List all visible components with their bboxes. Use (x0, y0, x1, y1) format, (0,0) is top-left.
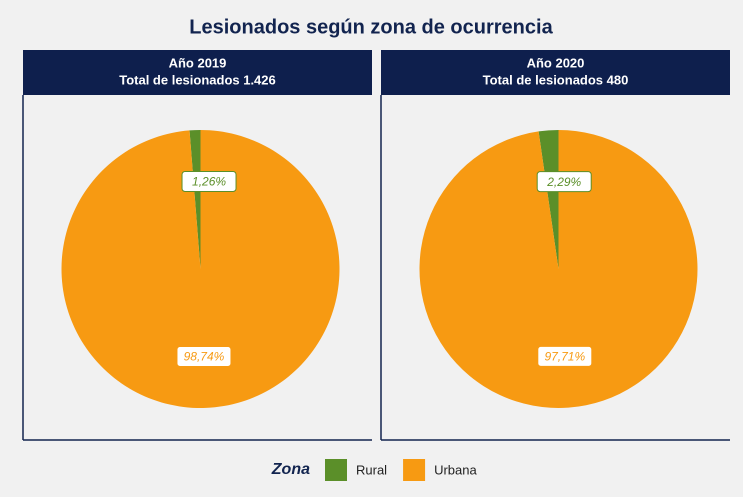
data-label: 2,29% (546, 175, 581, 189)
legend-label: Rural (356, 462, 387, 477)
pie-slice (189, 130, 201, 269)
panel-subtitle: Total de lesionados 480 (483, 72, 629, 87)
label-box (181, 170, 237, 192)
panel-title: Año 2020 (527, 55, 585, 70)
label-box (176, 346, 232, 368)
data-label: 98,74% (184, 350, 225, 364)
legend-swatch (325, 459, 347, 481)
panel-subtitle: Total de lesionados 1.426 (119, 72, 276, 87)
chart-title: Lesionados según zona de ocurrencia (189, 16, 553, 38)
legend-title: Zona (271, 461, 310, 478)
panel-title: Año 2019 (169, 55, 227, 70)
panel-header (381, 50, 730, 95)
legend-label: Urbana (434, 462, 477, 477)
label-box (537, 345, 593, 367)
pie-slice (538, 130, 559, 269)
pie-slice (61, 130, 340, 408)
data-label: 1,26% (192, 175, 226, 189)
data-label: 97,71% (544, 350, 585, 364)
label-box (536, 171, 592, 193)
legend-swatch (403, 459, 426, 481)
pie-slice (419, 129, 698, 408)
panel-header (23, 50, 372, 95)
